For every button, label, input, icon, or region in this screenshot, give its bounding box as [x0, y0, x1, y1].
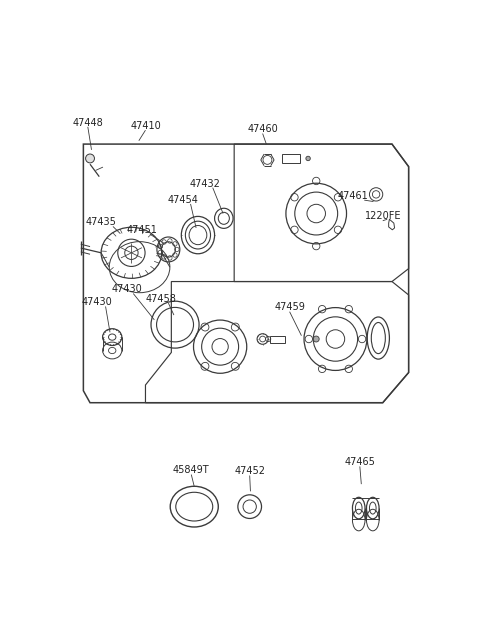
Text: 47430: 47430 — [112, 284, 143, 294]
Text: 47430: 47430 — [82, 297, 113, 307]
Text: 1220FE: 1220FE — [364, 211, 401, 221]
Circle shape — [85, 154, 95, 163]
Text: 45849T: 45849T — [173, 465, 210, 475]
Text: 47465: 47465 — [344, 457, 375, 466]
Text: 47459: 47459 — [274, 302, 305, 312]
Text: 47460: 47460 — [247, 124, 278, 134]
Text: 47432: 47432 — [190, 179, 221, 189]
Text: 47452: 47452 — [234, 466, 265, 476]
Text: 47451: 47451 — [126, 225, 157, 235]
Text: 47461: 47461 — [338, 192, 369, 202]
Text: 47454: 47454 — [168, 195, 199, 205]
Text: 47448: 47448 — [72, 118, 103, 128]
Text: 47410: 47410 — [130, 121, 161, 131]
Text: 47435: 47435 — [85, 217, 117, 227]
Circle shape — [313, 336, 319, 342]
Text: 47458: 47458 — [145, 294, 177, 304]
Circle shape — [306, 156, 310, 160]
